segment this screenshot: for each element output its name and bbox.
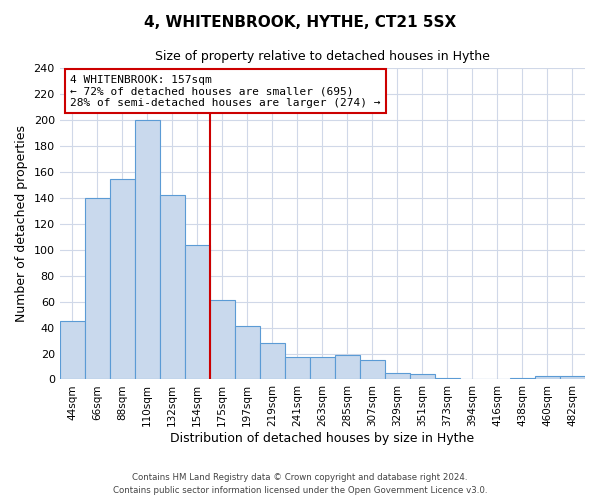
Bar	[535, 376, 560, 380]
Bar	[310, 358, 335, 380]
Bar	[335, 355, 360, 380]
Y-axis label: Number of detached properties: Number of detached properties	[15, 126, 28, 322]
Bar	[410, 374, 435, 380]
Bar	[285, 358, 310, 380]
Bar	[360, 360, 385, 380]
Bar	[260, 343, 285, 380]
Bar	[435, 378, 460, 380]
Bar	[185, 244, 210, 380]
Bar	[210, 300, 235, 380]
Text: 4, WHITENBROOK, HYTHE, CT21 5SX: 4, WHITENBROOK, HYTHE, CT21 5SX	[144, 15, 456, 30]
Bar	[110, 178, 135, 380]
Bar	[160, 196, 185, 380]
X-axis label: Distribution of detached houses by size in Hythe: Distribution of detached houses by size …	[170, 432, 475, 445]
Bar	[385, 373, 410, 380]
Bar	[510, 378, 535, 380]
Bar	[560, 376, 585, 380]
Title: Size of property relative to detached houses in Hythe: Size of property relative to detached ho…	[155, 50, 490, 63]
Text: Contains HM Land Registry data © Crown copyright and database right 2024.
Contai: Contains HM Land Registry data © Crown c…	[113, 474, 487, 495]
Bar	[85, 198, 110, 380]
Bar	[59, 321, 85, 380]
Bar	[135, 120, 160, 380]
Text: 4 WHITENBROOK: 157sqm
← 72% of detached houses are smaller (695)
28% of semi-det: 4 WHITENBROOK: 157sqm ← 72% of detached …	[70, 74, 380, 108]
Bar	[235, 326, 260, 380]
